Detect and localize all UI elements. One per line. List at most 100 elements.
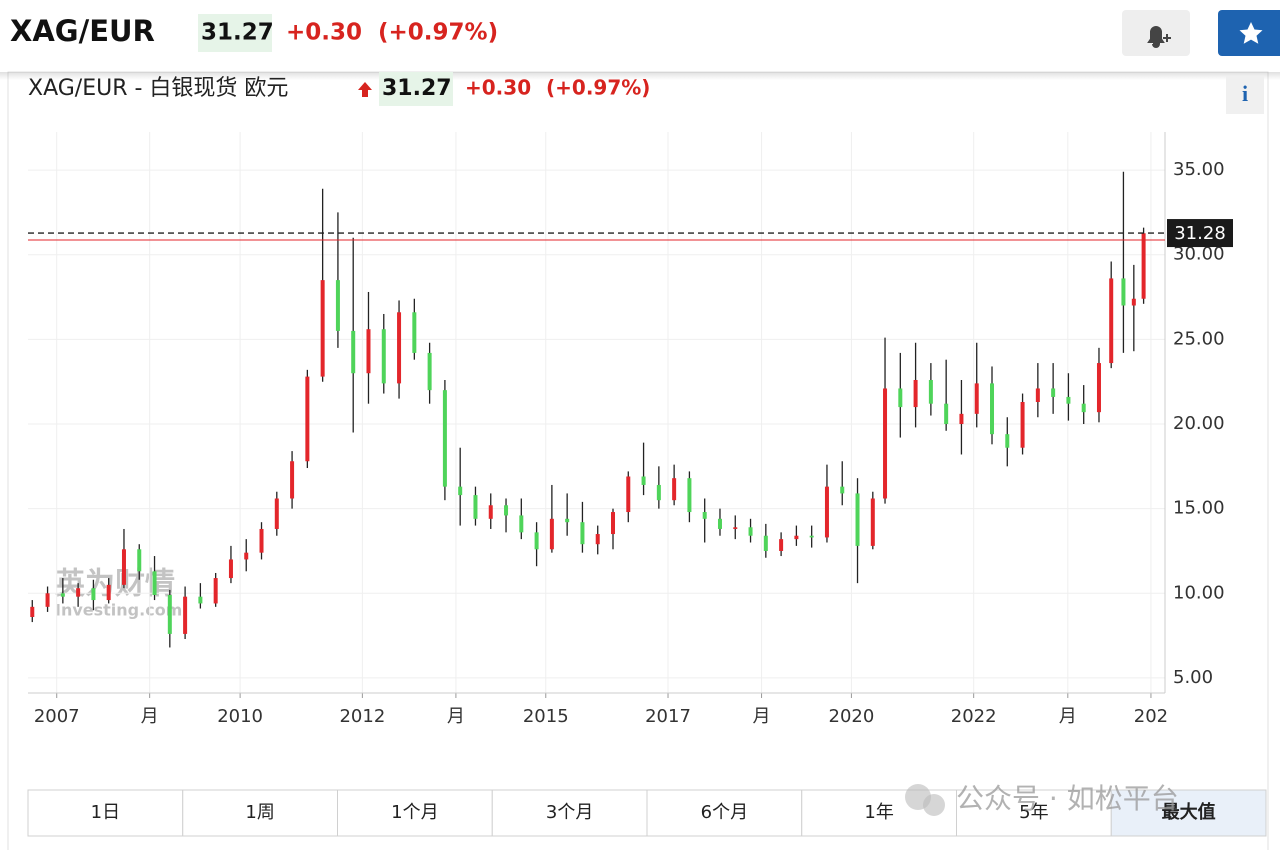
price-bg [379, 72, 453, 106]
candle-body [974, 383, 979, 414]
candle-body [244, 552, 249, 560]
candle-body [152, 571, 157, 595]
x-tick-label: 月 [141, 706, 159, 727]
watermark: 英为财情 [55, 567, 175, 602]
range-button[interactable] [956, 789, 1112, 837]
candle-body [335, 280, 340, 331]
candle-body [959, 413, 964, 425]
candle-body [824, 486, 829, 538]
candle-body [320, 280, 325, 377]
range-button[interactable] [337, 789, 493, 837]
candle-body [488, 505, 493, 519]
candle-body [167, 594, 172, 634]
chart-title: XAG/EUR - 白银现货 欧元 [28, 76, 288, 101]
candle-body [580, 522, 585, 545]
range-button-label: 1年 [864, 802, 893, 823]
x-tick-label: 2022 [951, 706, 997, 727]
range-button[interactable] [182, 789, 338, 837]
candle-body [1005, 434, 1010, 448]
candle-body [1109, 278, 1114, 364]
watermark-sub: Investing.com [55, 601, 182, 620]
candle-body [840, 486, 845, 494]
candle-body [733, 527, 738, 529]
candle-body [366, 329, 371, 374]
x-tick-label: 2020 [829, 706, 875, 727]
symbol: XAG/EUR [10, 14, 155, 48]
candle-body [549, 518, 554, 550]
candle-body [106, 584, 111, 601]
change-pct: (+0.97%) [546, 76, 650, 100]
candle-body [397, 312, 402, 384]
candle-body [412, 312, 417, 353]
x-tick-label: 2017 [645, 706, 691, 727]
candle-body [121, 549, 126, 585]
y-tick-label: 20.00 [1173, 413, 1225, 434]
candle-body [870, 498, 875, 546]
candle-body [944, 403, 949, 425]
y-tick-label: 30.00 [1173, 244, 1225, 265]
y-tick-label: 35.00 [1173, 159, 1225, 180]
footer-watermark: 公众号 · 如松平台 [956, 782, 1179, 815]
candle-body [76, 588, 81, 597]
candle-body [883, 388, 888, 499]
x-tick-label: 月 [447, 706, 465, 727]
last-price-box [1167, 219, 1233, 248]
y-tick-label: 15.00 [1173, 498, 1225, 519]
candle-body [794, 535, 799, 540]
change-pct: (+0.97%) [378, 20, 498, 46]
x-tick-label: 2015 [523, 706, 569, 727]
chart-panel [7, 71, 1269, 853]
x-tick-label: 月 [753, 706, 771, 727]
y-tick-label: 10.00 [1173, 582, 1225, 603]
candle-body [898, 388, 903, 408]
info-button[interactable] [1226, 76, 1264, 114]
candle-body [351, 330, 356, 374]
candle-body [137, 549, 142, 572]
candle-body [656, 484, 661, 501]
x-tick-label: 2007 [34, 706, 80, 727]
range-button-label: 1周 [245, 802, 274, 823]
candle-body [855, 493, 860, 546]
candle-body [702, 512, 707, 519]
candle-body [1020, 402, 1025, 448]
candle-body [290, 461, 295, 499]
x-tick-label: 2012 [339, 706, 385, 727]
info-icon: i [1242, 81, 1248, 106]
candle-body [1121, 278, 1126, 306]
candle-body [473, 495, 478, 519]
candle-body [1096, 363, 1101, 413]
candle-body [305, 376, 310, 462]
candle-body [809, 535, 814, 538]
header-shadow [0, 72, 1280, 80]
candle-body [611, 512, 616, 535]
candle-body [595, 534, 600, 545]
x-tick-label: 月 [1059, 706, 1077, 727]
range-button-label: 1个月 [391, 802, 438, 823]
candle-body [626, 476, 631, 513]
candle-body [748, 527, 753, 536]
candle-body [213, 578, 218, 604]
range-button-label: 最大值 [1162, 801, 1216, 823]
candle-body [504, 505, 509, 516]
change: +0.30 [465, 76, 531, 100]
range-buttons: 1日 1周 1个月 3个月 6个月 1年 5年 最大值 [27, 789, 1267, 837]
candle-body [1081, 403, 1086, 413]
candle-body [717, 518, 722, 529]
candle-body [442, 390, 447, 487]
candle-body [228, 559, 233, 579]
candle-body [259, 528, 264, 553]
candle-body [565, 518, 570, 523]
candle-body [381, 329, 386, 384]
candle-body [427, 352, 432, 391]
range-button[interactable] [1110, 789, 1267, 837]
range-button-label: 1日 [91, 802, 120, 823]
range-button-label: 6个月 [701, 802, 748, 823]
candle-body [1066, 396, 1071, 404]
candle-body [763, 535, 768, 551]
range-button[interactable] [646, 789, 803, 837]
price-bg [198, 14, 272, 52]
range-button[interactable] [491, 789, 648, 837]
range-button[interactable] [27, 789, 184, 837]
candle-body [534, 532, 539, 550]
